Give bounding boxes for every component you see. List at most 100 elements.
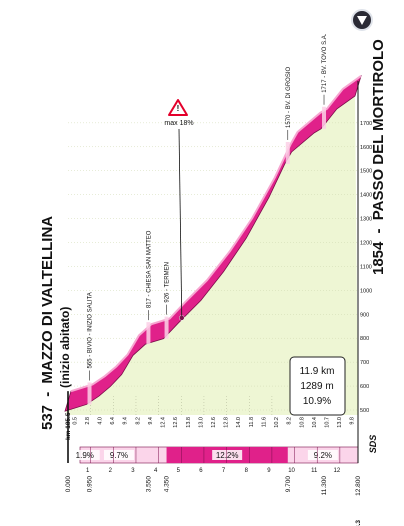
segment-gradient-label: 10.2 (274, 417, 280, 428)
summary-climb: 1289 m (300, 381, 333, 392)
y-tick-label: 700 (360, 360, 369, 366)
profile-top-edge (70, 75, 362, 393)
summary-length: 11.9 km (300, 366, 335, 377)
x-tick-label: 2 (109, 468, 113, 474)
start-title: 537 - MAZZO DI VALTELLINA (inizio abitat… (39, 216, 72, 430)
x-tick-label: 12 (334, 468, 341, 474)
y-tick-label: 1500 (360, 169, 372, 175)
segment-gradient-label: 14.0 (236, 417, 242, 428)
x-tick-label: 1 (86, 468, 90, 474)
segment-gradient-label: 11.6 (261, 417, 267, 427)
x-tick-label: 3 (131, 468, 135, 474)
waypoint-label: 817 - CHIESA SAN MATTEO (146, 230, 152, 308)
max-gradient-point (179, 315, 185, 321)
finish-name: PASSO DEL MORTIROLO (370, 39, 387, 220)
y-tick-label: 900 (360, 312, 369, 318)
segment-gradient-label: 4.0 (98, 417, 104, 425)
segment-gradient-label: 9.4 (123, 417, 129, 425)
y-tick-label: 1700 (360, 121, 372, 127)
segment-gradient-label: 9.4 (148, 417, 154, 425)
y-tick-label: 1100 (360, 264, 372, 270)
start-name: MAZZO DI VALTELLINA (39, 216, 56, 384)
segment-gradient-label: 0.5 (72, 417, 78, 425)
gradient-bar-label-bg (307, 450, 338, 460)
gradient-bar-label: 12.2% (216, 451, 239, 460)
waypoint-label: 1717 - BV. TOVO S.A. (322, 33, 328, 93)
segment-gradient-label: 11.8 (249, 417, 255, 427)
x-tick-label: 4 (154, 468, 158, 474)
finish-altitude: 1854 (370, 241, 387, 275)
waypoint-label: 1570 - BV. DI GROSIO (286, 66, 292, 127)
segment-gradient-label: 8.2 (135, 417, 141, 425)
segment-gradient-label: 2.8 (85, 417, 91, 425)
segment-gradient-label: 8.2 (287, 417, 293, 425)
x-tick-label: 7 (222, 468, 226, 474)
segment-gradient-label: 12.4 (161, 417, 167, 428)
max-gradient-pointer (178, 128, 183, 316)
svg-text:1854 - PASSO DEL M: 1854 - PASSO DEL MORTIROLO (370, 39, 387, 275)
summary-avg: 10.9% (303, 396, 331, 407)
km-marker-label: 0.950 (87, 476, 94, 493)
y-tick-label: 1600 (360, 145, 372, 151)
waypoint-band (164, 316, 169, 339)
km-marker-label: 0.000 (65, 476, 72, 493)
profile-fill-area (65, 96, 358, 415)
km-marker-label: 4.350 (164, 476, 171, 493)
km-marker-label: 3.550 (145, 476, 152, 493)
gradient-bar-label-bg (103, 450, 134, 460)
segment-gradient-label: 13.8 (186, 417, 192, 428)
x-tick-label: 9 (267, 468, 271, 474)
x-tick-label: 11 (311, 468, 318, 474)
marker-layer: 565 - BIVIO - INIZIO SALITA 817 - CHIESA … (87, 33, 328, 405)
x-tick-label: 6 (199, 468, 203, 474)
y-tick-label: 1400 (360, 193, 372, 199)
y-tick-label: 1200 (360, 240, 372, 246)
gradient-bar-label: 9.2% (314, 451, 332, 460)
km-marker-label: 12.800 (355, 476, 362, 496)
segment-gradient-label: 12.6 (173, 417, 179, 428)
max-gradient-label: max 18% (164, 120, 193, 127)
waypoint-band (146, 322, 151, 345)
gradient-bar-label: 9.7% (110, 451, 128, 460)
x-tick-label: 10 (288, 468, 295, 474)
km-marker-label: 9.700 (285, 476, 292, 493)
start-subname: (inizio abitato) (58, 307, 72, 388)
waypoint-band (322, 106, 327, 129)
segment-gradient-label: 13.0 (337, 417, 343, 428)
segment-gradient-label: 13.0 (198, 417, 204, 428)
segment-gradient-label: 6.4 (110, 417, 116, 425)
svg-text:!: ! (177, 104, 180, 113)
y-tick-label: 600 (360, 384, 369, 390)
x-tick-label: 5 (177, 468, 181, 474)
axis-layer: 0.5 2.8 4.0 6.4 9.4 8.2 9.4 12.4 12.6 13.8 13.0 12.… (65, 81, 362, 526)
profile-fill-layer (65, 96, 358, 415)
segment-gradient-label: 10.7 (324, 417, 330, 428)
gradient-bar-label-bg (212, 450, 243, 460)
waypoint-band (285, 141, 290, 164)
warning-icon (168, 99, 188, 116)
segment-gradient-label: 12.8 (224, 417, 230, 428)
segment-gradient-label: 12.6 (211, 417, 217, 428)
y-tick-label: 800 (360, 336, 369, 342)
km-end-label: km 198.3 (355, 520, 362, 526)
summary-box: 11.9 km 1289 m 10.9% (289, 356, 346, 416)
km-marker-label: 11.300 (321, 476, 328, 496)
y-tick-label: 500 (360, 408, 369, 414)
waypoint-label: 926 - TERMEN (165, 262, 171, 303)
svg-text:537 - MAZZO DI VAL: 537 - MAZZO DI VALTELLINA (39, 216, 56, 430)
waypoint-label: 565 - BIVIO - INIZIO SALITA (88, 292, 94, 368)
brand-logo: SDS (368, 435, 378, 454)
y-tick-label: 1300 (360, 217, 372, 223)
gradient-bar-label: 1.9% (76, 451, 94, 460)
segment-gradient-label: 10.4 (312, 417, 318, 428)
finish-flag-icon (351, 9, 373, 31)
waypoint-band (87, 382, 92, 405)
segment-gradient-label: 10.8 (299, 417, 305, 428)
segment-gradient-label: 9.8 (350, 417, 356, 425)
gradient-bar-label-bg (69, 450, 100, 460)
start-altitude: 537 (39, 405, 56, 430)
max-gradient-indicator: ! max 18% (164, 99, 194, 316)
y-tick-label: 1000 (360, 288, 372, 294)
finish-title: 1854 - PASSO DEL MORTIROLO (370, 39, 387, 275)
